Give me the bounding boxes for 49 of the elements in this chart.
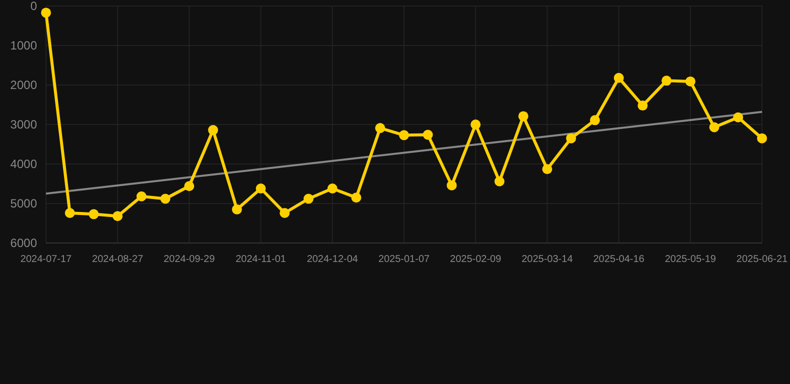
y-tick-label: 0 (30, 0, 38, 14)
point (112, 211, 123, 222)
point (446, 180, 457, 190)
y-tick-label: 4000 (10, 157, 38, 172)
point (518, 111, 528, 122)
point (160, 194, 170, 204)
point (256, 183, 266, 194)
point (757, 133, 767, 144)
point (614, 72, 624, 83)
point (709, 122, 720, 132)
point (470, 120, 481, 130)
y-tick-label: 5000 (10, 196, 38, 211)
point (494, 176, 504, 186)
point (590, 115, 600, 126)
point (733, 112, 744, 122)
y-tick-label: 3000 (10, 118, 38, 132)
y-tick-label: 1000 (10, 38, 38, 53)
point (566, 133, 576, 144)
point (88, 209, 99, 220)
point (351, 192, 362, 203)
x-tick-label: 2024-12-04 (306, 254, 358, 265)
x-tick-label: 2024-07-17 (20, 254, 72, 265)
x-tick-label: 2025-03-14 (522, 254, 574, 265)
x-tick-label: 2024-08-27 (92, 254, 144, 265)
point (375, 123, 386, 134)
point (184, 181, 194, 192)
point (422, 130, 433, 140)
x-tick-label: 2025-05-19 (664, 254, 716, 265)
y-tick-label: 6000 (10, 236, 38, 250)
point (685, 76, 696, 86)
point (304, 194, 314, 204)
point (136, 191, 146, 202)
point (638, 100, 648, 111)
x-tick-label: 2025-04-16 (593, 254, 645, 265)
point (208, 125, 218, 136)
x-tick-label: 2025-01-07 (378, 254, 430, 265)
point (41, 8, 51, 18)
point (662, 76, 672, 86)
x-tick-label: 2024-11-01 (236, 254, 286, 265)
point (327, 183, 338, 194)
point (399, 130, 409, 140)
x-tick-label: 2025-02-09 (450, 254, 502, 265)
x-tick-label: 2025-06-21 (736, 254, 788, 265)
y-tick-label: 2000 (10, 78, 38, 92)
point (232, 204, 242, 214)
point (280, 208, 290, 218)
point (542, 164, 552, 174)
x-tick-label: 2024-09-29 (164, 254, 216, 265)
point (64, 208, 75, 218)
